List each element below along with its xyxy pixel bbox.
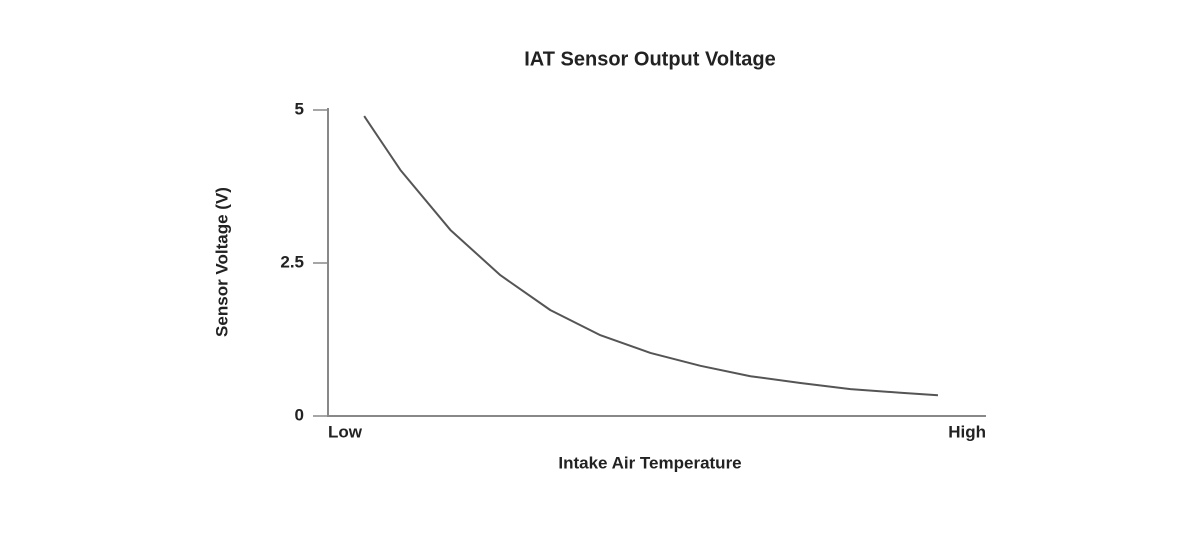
y-tick-label: 2.5 <box>280 252 304 271</box>
y-tick-label: 5 <box>295 99 304 118</box>
x-tick-label: Low <box>328 422 363 441</box>
data-line <box>363 115 939 397</box>
x-axis-label: Intake Air Temperature <box>558 453 741 472</box>
chart-title: IAT Sensor Output Voltage <box>524 48 775 70</box>
x-tick-label: High <box>948 422 986 441</box>
y-tick-label: 0 <box>295 405 304 424</box>
y-axis-label: Sensor Voltage (V) <box>212 187 231 337</box>
